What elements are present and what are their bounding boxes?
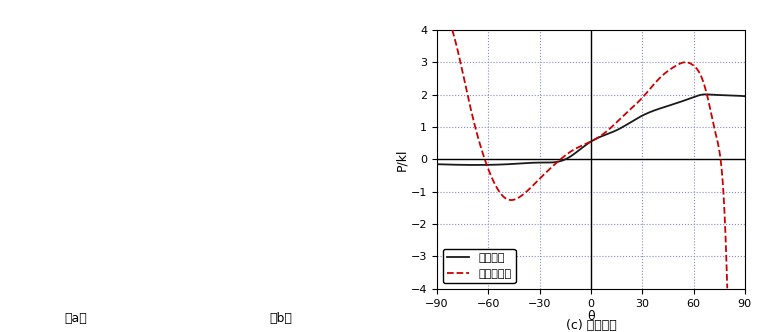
- Y-axis label: P/kl: P/kl: [395, 148, 408, 171]
- X-axis label: θ: θ: [587, 310, 595, 323]
- Text: （b）: （b）: [270, 312, 293, 325]
- Text: (c) 跳跃屈曲: (c) 跳跃屈曲: [565, 319, 616, 332]
- Legend: 平衡路径, 稳定性分区: 平衡路径, 稳定性分区: [442, 249, 516, 283]
- Text: （a）: （a）: [65, 312, 87, 325]
